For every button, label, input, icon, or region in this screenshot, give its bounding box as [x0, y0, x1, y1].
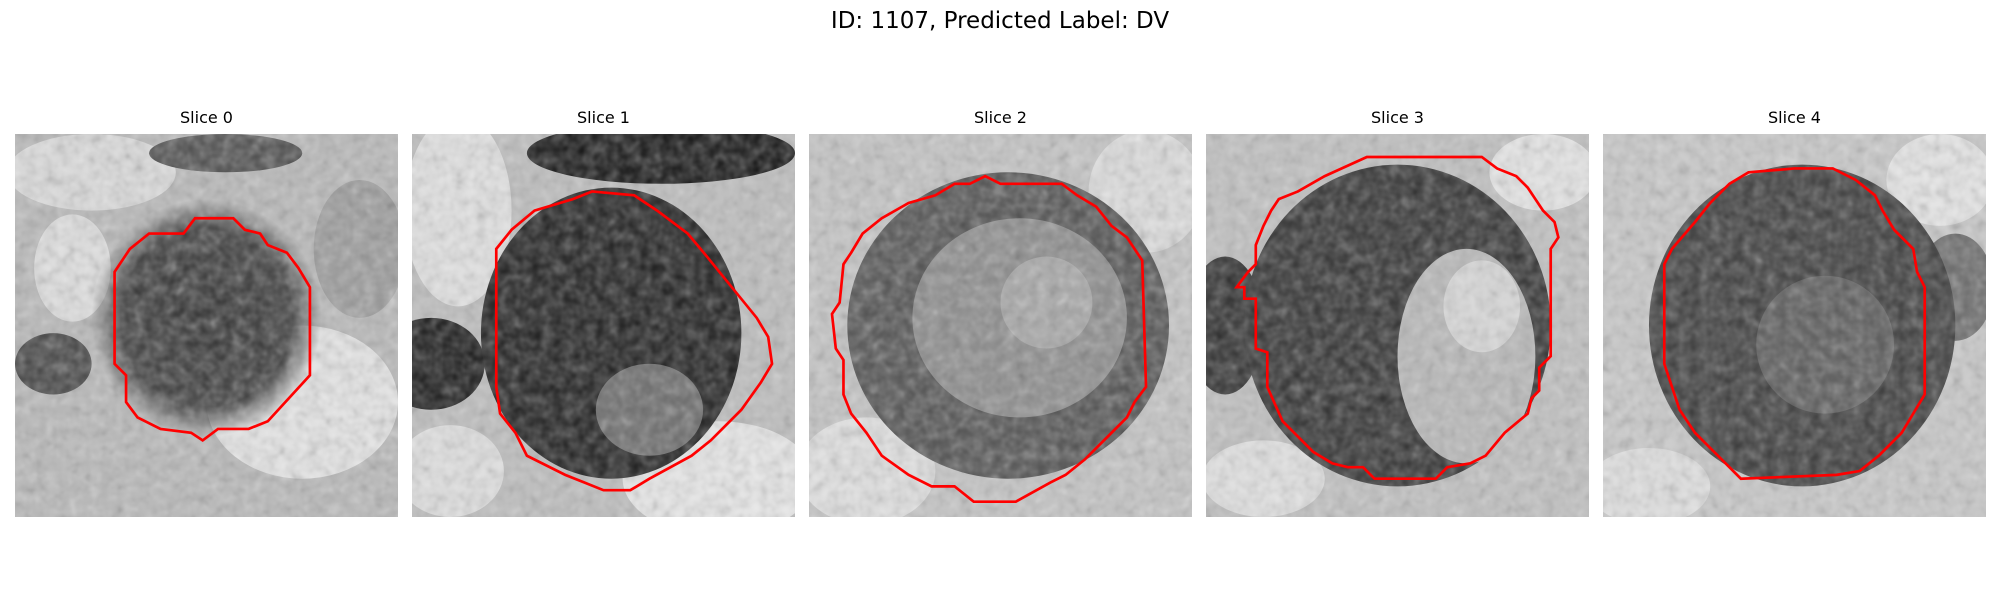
contour-1	[494, 190, 774, 492]
contour-4	[1662, 167, 1927, 481]
slice-image-4	[1603, 134, 1986, 517]
contour-0	[113, 216, 312, 443]
slice-title-0: Slice 0	[180, 108, 233, 127]
slice-image-0	[15, 134, 398, 517]
slice-image-1	[412, 134, 795, 517]
slice-title-4: Slice 4	[1768, 108, 1821, 127]
slice-title-2: Slice 2	[974, 108, 1027, 127]
slice-image-2	[809, 134, 1192, 517]
slice-image-3	[1206, 134, 1589, 517]
slice-title-1: Slice 1	[577, 108, 630, 127]
figure-title: ID: 1107, Predicted Label: DV	[830, 8, 1170, 34]
contour-2	[830, 174, 1148, 504]
slice-title-3: Slice 3	[1371, 108, 1424, 127]
contour-3	[1233, 155, 1560, 481]
